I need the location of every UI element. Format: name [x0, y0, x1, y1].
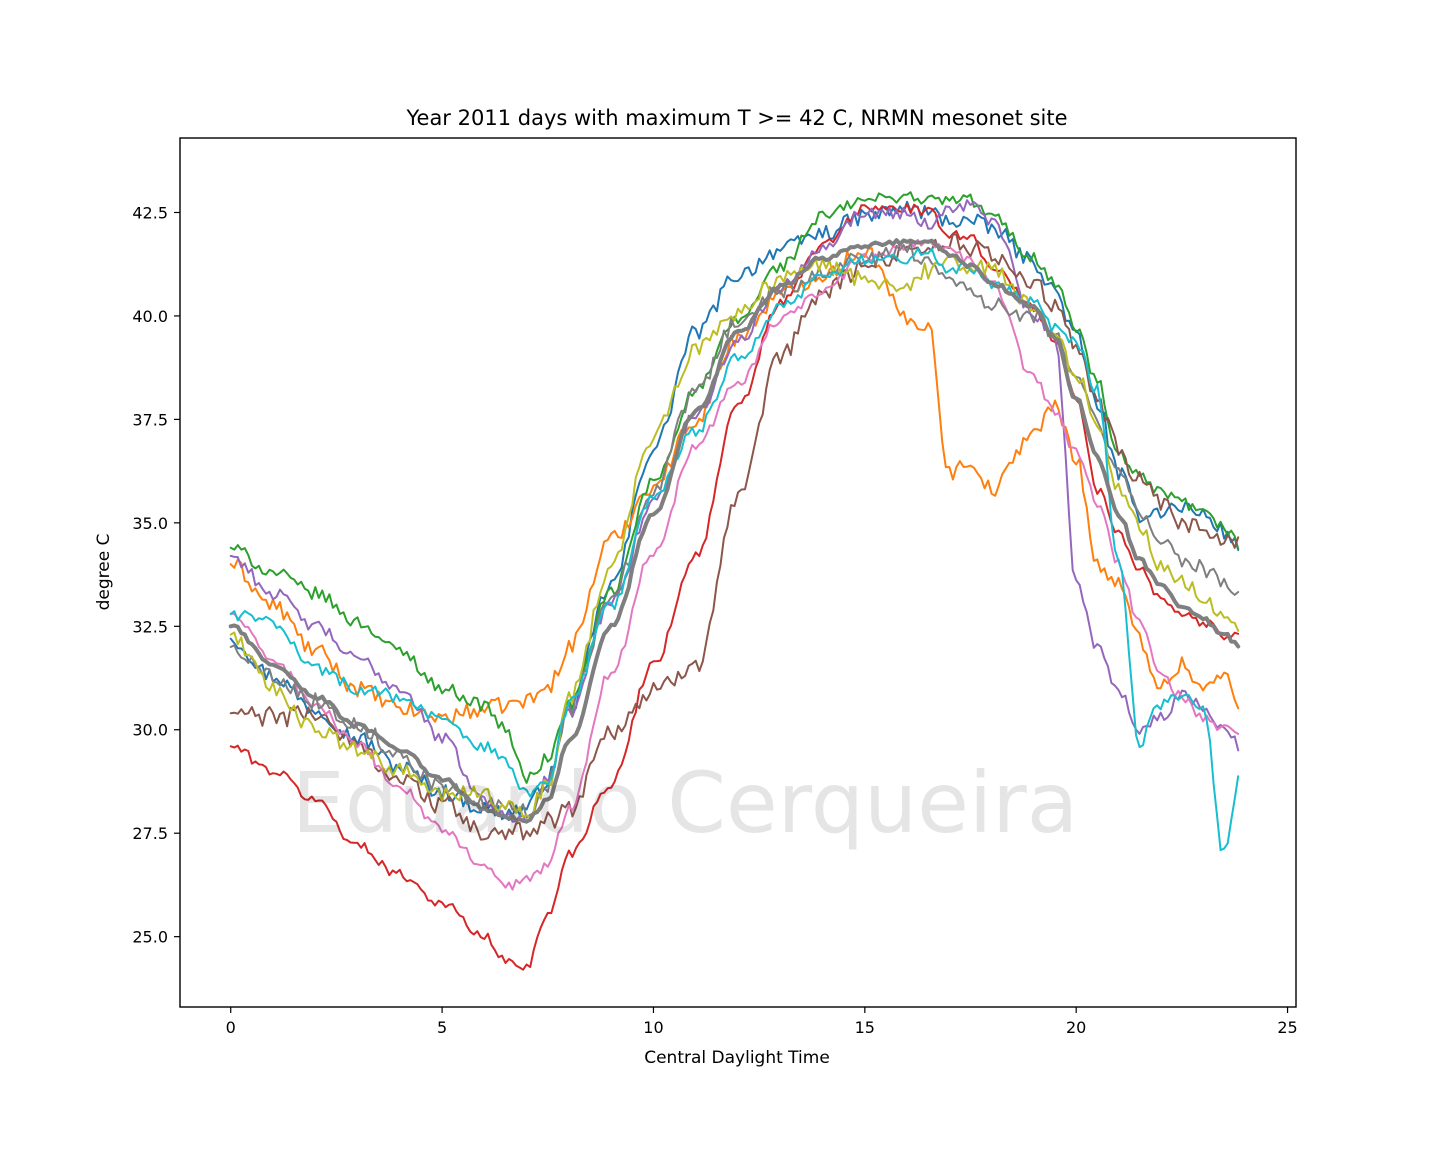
y-tick-label: 27.5 — [132, 824, 168, 843]
series-line — [229, 253, 1240, 819]
y-axis: 25.0 27.5 30.0 32.5 35.0 37.5 40.0 42.5 — [132, 203, 180, 947]
chart-title: Year 2011 days with maximum T >= 42 C, N… — [405, 106, 1067, 130]
y-tick-label: 35.0 — [132, 514, 168, 533]
x-tick-label: 20 — [1066, 1018, 1086, 1037]
x-tick-label: 10 — [643, 1018, 663, 1037]
plot-area — [180, 138, 1296, 1007]
y-tick-label: 32.5 — [132, 617, 168, 636]
series-line — [228, 238, 1241, 824]
y-tick-label: 42.5 — [132, 203, 168, 222]
x-tick-label: 25 — [1277, 1018, 1297, 1037]
y-tick-label: 37.5 — [132, 410, 168, 429]
x-tick-label: 15 — [855, 1018, 875, 1037]
y-tick-label: 25.0 — [132, 928, 168, 947]
watermark: Eduardo Cerqueira — [292, 754, 1079, 852]
x-tick-label: 5 — [437, 1018, 447, 1037]
series-line — [229, 191, 1240, 784]
series-line — [229, 200, 1240, 821]
y-tick-label: 40.0 — [132, 307, 168, 326]
series-line — [229, 233, 1240, 841]
series-line — [229, 199, 1240, 824]
x-tick-label: 0 — [226, 1018, 236, 1037]
series-line — [229, 238, 1240, 891]
series-layer — [228, 191, 1241, 971]
x-axis: 0 5 10 15 20 25 — [226, 1007, 1298, 1037]
y-tick-label: 30.0 — [132, 721, 168, 740]
series-line — [229, 247, 1240, 852]
y-axis-label: degree C — [94, 534, 114, 611]
plot-frame — [179, 137, 1297, 1008]
x-axis-label: Central Daylight Time — [644, 1048, 830, 1068]
